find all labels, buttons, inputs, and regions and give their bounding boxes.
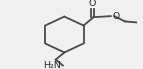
Text: O: O bbox=[112, 12, 120, 21]
Text: O: O bbox=[89, 0, 96, 8]
Text: H₂N: H₂N bbox=[44, 61, 61, 69]
